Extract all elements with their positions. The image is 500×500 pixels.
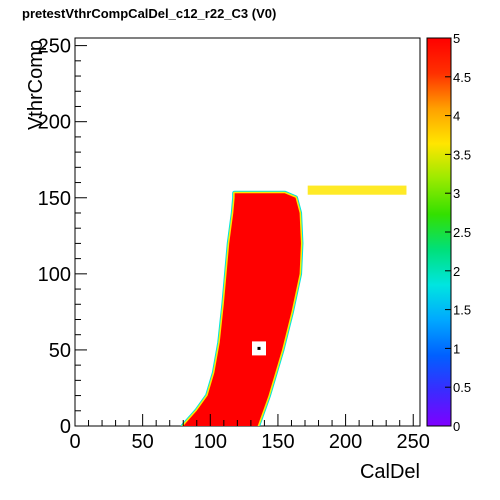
colorbar-tick-label: 2.5: [453, 225, 471, 240]
chart-title: pretestVthrCompCalDel_c12_r22_C3 (V0): [22, 6, 277, 21]
x-tick-label: 150: [261, 431, 294, 453]
x-tick-label: 0: [69, 431, 80, 453]
x-tick-label: 200: [329, 431, 362, 453]
x-tick-label: 100: [194, 431, 227, 453]
y-tick-label: 0: [60, 416, 71, 438]
colorbar-tick-label: 5: [453, 31, 460, 46]
colorbar-tick-label: 0.5: [453, 380, 471, 395]
region-plateau-tail: [307, 185, 407, 195]
colorbar-tick-label: 2: [453, 264, 460, 279]
x-axis: 0 50 100 150 200 250: [69, 414, 430, 453]
region-efficient-band: [183, 193, 301, 426]
y-tick-label: 200: [38, 112, 71, 134]
y-axis: 0 50 100 150 200 250: [38, 36, 87, 438]
colorbar-tick-label: 0: [453, 419, 460, 434]
y-tick-label: 250: [38, 36, 71, 58]
y-tick-label: 150: [38, 188, 71, 210]
y-tick-label: 100: [38, 264, 71, 286]
y-tick-label: 50: [49, 340, 71, 362]
x-tick-label: 50: [132, 431, 154, 453]
colorbar: 0 0.5 1 1.5 2 2.5 3 3.5 4 4.5 5: [426, 31, 471, 434]
heatmap-layer: [180, 185, 407, 426]
marker-dot: [257, 346, 261, 350]
colorbar-tick-label: 4.5: [453, 70, 471, 85]
colorbar-tick-label: 4: [453, 109, 460, 124]
x-axis-label: CalDel: [360, 461, 420, 483]
colorbar-tick-label: 1.5: [453, 303, 471, 318]
colorbar-tick-label: 3: [453, 186, 460, 201]
y-axis-label: VthrComp: [25, 40, 47, 130]
colorbar-tick-label: 3.5: [453, 147, 471, 162]
colorbar-tick-label: 1: [453, 341, 460, 356]
x-tick-label: 250: [397, 431, 430, 453]
